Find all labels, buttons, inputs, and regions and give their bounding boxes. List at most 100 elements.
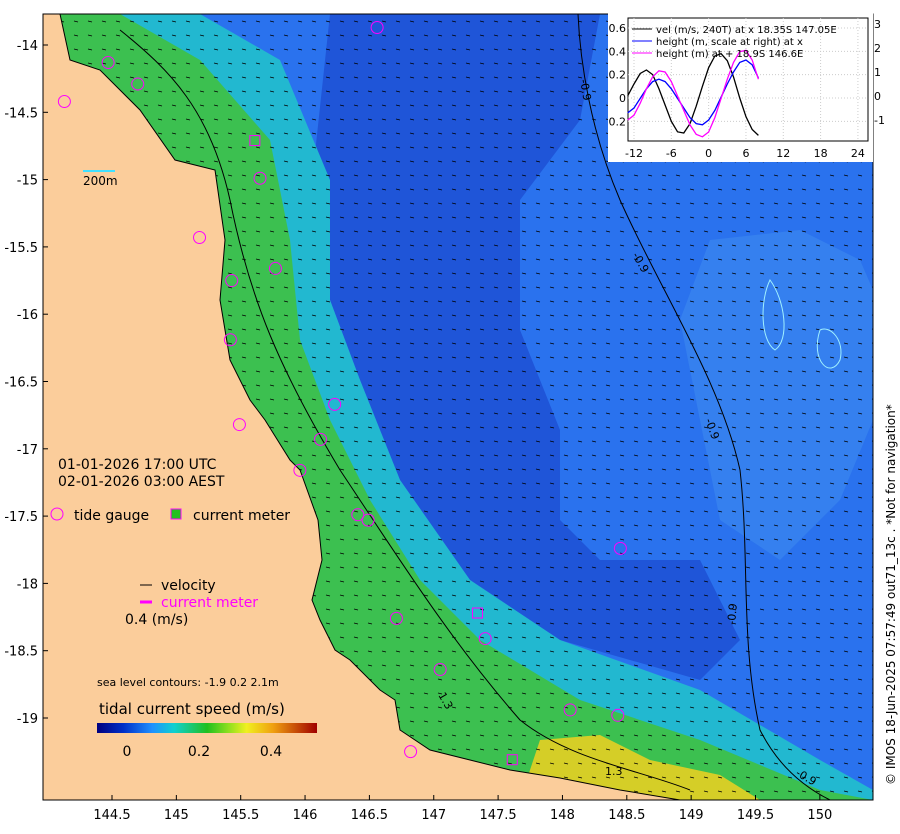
inset-xtick: 0 <box>705 147 712 160</box>
tide-gauge-marker[interactable] <box>57 95 71 109</box>
lon-tick-label: 148 <box>550 808 575 823</box>
inset-grid: -12 -6 0 6 12 18 24 0.6 0.4 0.2 0 0.2 3 2 1 0 -1 <box>609 18 885 160</box>
inset-xtick: 18 <box>814 147 828 160</box>
inset-legend-label: height (m) at + 18.9S 146.6E <box>656 49 803 60</box>
tide-gauge-marker[interactable] <box>232 418 246 432</box>
tide-gauge-marker[interactable] <box>131 77 145 91</box>
current-meter-legend-icon <box>170 508 182 520</box>
lon-tick-label: 147.5 <box>479 808 516 823</box>
longitude-axis: 144.5 145 145.5 146 146.5 147 147.5 148 148.5 149… <box>93 795 832 823</box>
colorbar-tick: 0.2 <box>188 744 210 760</box>
time-local: 02-01-2026 03:00 AEST <box>58 474 225 490</box>
lat-tick-label: -14.5 <box>4 106 38 121</box>
land-mass <box>43 14 681 800</box>
colorbar-tick: 0 <box>123 744 132 760</box>
lon-tick-label: 147 <box>421 808 446 823</box>
lat-tick-label: -17.5 <box>4 510 38 525</box>
reef-outline <box>762 279 842 369</box>
scale-bar-label: 200m <box>83 174 118 188</box>
tide-gauge-marker[interactable] <box>611 708 625 722</box>
tide-gauge-marker[interactable] <box>404 745 418 759</box>
tide-gauge-marker[interactable] <box>478 632 492 646</box>
tide-gauge-marker[interactable] <box>223 333 237 347</box>
tide-gauge-marker[interactable] <box>101 55 115 69</box>
lon-tick-label: 149 <box>679 808 704 823</box>
lon-tick-label: 144.5 <box>93 808 130 823</box>
lat-tick-label: -15.5 <box>4 241 38 256</box>
legend-arrow-scale: 0.4 (m/s) <box>125 612 188 628</box>
lon-tick-label: 146 <box>293 808 318 823</box>
latitude-axis: -14 -14.5 -15 -15.5 -16 -16.5 -17 -17.5 -18 -18.5… <box>4 39 48 727</box>
tide-gauge-marker[interactable] <box>193 230 207 244</box>
inset-ytick-left: 0.2 <box>609 69 627 82</box>
lat-tick-label: -16.5 <box>4 376 38 391</box>
tide-gauge-marker[interactable] <box>351 508 365 522</box>
current-meter-marker[interactable] <box>249 135 261 147</box>
legend-velocity: velocity <box>161 578 216 594</box>
inset-series-line <box>627 52 759 136</box>
tide-gauge-marker[interactable] <box>268 261 282 275</box>
inset-legend: vel (m/s, 240T) at x 18.35S 147.05Eheigh… <box>632 25 837 60</box>
lon-tick-label: 148.5 <box>608 808 645 823</box>
inset-ytick-left: 0.4 <box>609 45 627 58</box>
legend-current-meter-arrow: current meter <box>161 595 258 611</box>
tide-gauge-marker[interactable] <box>389 611 403 625</box>
legend-current-meter: current meter <box>193 508 290 524</box>
sea-level-contour-inner <box>119 29 691 791</box>
tide-gauge-marker[interactable] <box>433 663 447 677</box>
sea-level-contour <box>577 14 831 800</box>
current-meter-marker[interactable] <box>506 754 518 766</box>
legend-tide-gauge: tide gauge <box>74 508 149 524</box>
colorbar <box>97 723 317 733</box>
tide-gauge-marker[interactable] <box>293 463 307 477</box>
colorbar-title: tidal current speed (m/s) <box>99 700 285 718</box>
tide-gauge-legend-icon <box>50 507 64 521</box>
contour-label: -0.9 <box>725 603 740 626</box>
lon-tick-label: 145 <box>164 808 189 823</box>
lat-tick-label: -19 <box>17 712 38 727</box>
inset-ytick-left: 0.6 <box>609 22 627 35</box>
inset-series-line <box>627 59 759 126</box>
inset-chart: -12 -6 0 6 12 18 24 0.6 0.4 0.2 0 0.2 3 2 1 0 -1 vel (m/… <box>608 12 885 162</box>
inset-ytick-right: 2 <box>874 42 881 55</box>
map-frame <box>42 13 874 801</box>
tide-gauge-marker[interactable] <box>361 513 375 527</box>
lat-tick-label: -14 <box>17 39 38 54</box>
time-utc: 01-01-2026 17:00 UTC <box>58 457 217 473</box>
inset-series-line <box>627 49 760 138</box>
inset-ytick-left: 0.2 <box>609 115 627 128</box>
lon-tick-label: 145.5 <box>222 808 259 823</box>
contour-label: 1.3 <box>605 765 623 778</box>
tide-gauge-marker[interactable] <box>328 397 342 411</box>
contour-label: -0.9 <box>577 78 594 101</box>
inset-xtick: 24 <box>851 147 865 160</box>
inset-series <box>627 49 760 138</box>
lat-tick-label: -17 <box>17 443 38 458</box>
colorbar-tick: 0.4 <box>260 744 282 760</box>
inset-legend-label: height (m, scale at right) at x <box>656 37 803 48</box>
inset-ytick-left: 0 <box>619 92 626 105</box>
inset-legend-label: vel (m/s, 240T) at x 18.35S 147.05E <box>656 25 837 36</box>
lon-tick-label: 149.5 <box>737 808 774 823</box>
tide-gauges <box>57 21 627 766</box>
tide-gauge-marker[interactable] <box>613 541 627 555</box>
tide-gauge-marker[interactable] <box>225 274 239 288</box>
tide-gauge-marker[interactable] <box>370 21 384 35</box>
inset-ytick-right: 1 <box>874 66 881 79</box>
legend-contours: sea level contours: -1.9 0.2 2.1m <box>97 676 279 689</box>
tide-gauge-marker[interactable] <box>563 703 577 717</box>
credit-text: © IMOS 18-Jun-2025 07:57:49 out71_13c . … <box>884 404 898 785</box>
inset-ytick-right: 0 <box>874 90 881 103</box>
inset-ytick-right: 3 <box>874 18 881 31</box>
lat-tick-label: -18 <box>17 577 38 592</box>
inset-xtick: 12 <box>776 147 790 160</box>
lat-tick-label: -18.5 <box>4 645 38 660</box>
tide-gauge-marker[interactable] <box>313 432 327 446</box>
lat-tick-label: -15 <box>17 174 38 189</box>
lon-tick-label: 146.5 <box>351 808 388 823</box>
current-meter-marker[interactable] <box>472 607 484 619</box>
tide-gauge-marker[interactable] <box>253 171 267 185</box>
inset-xtick: -12 <box>625 147 643 160</box>
inset-ytick-right: -1 <box>874 114 885 127</box>
